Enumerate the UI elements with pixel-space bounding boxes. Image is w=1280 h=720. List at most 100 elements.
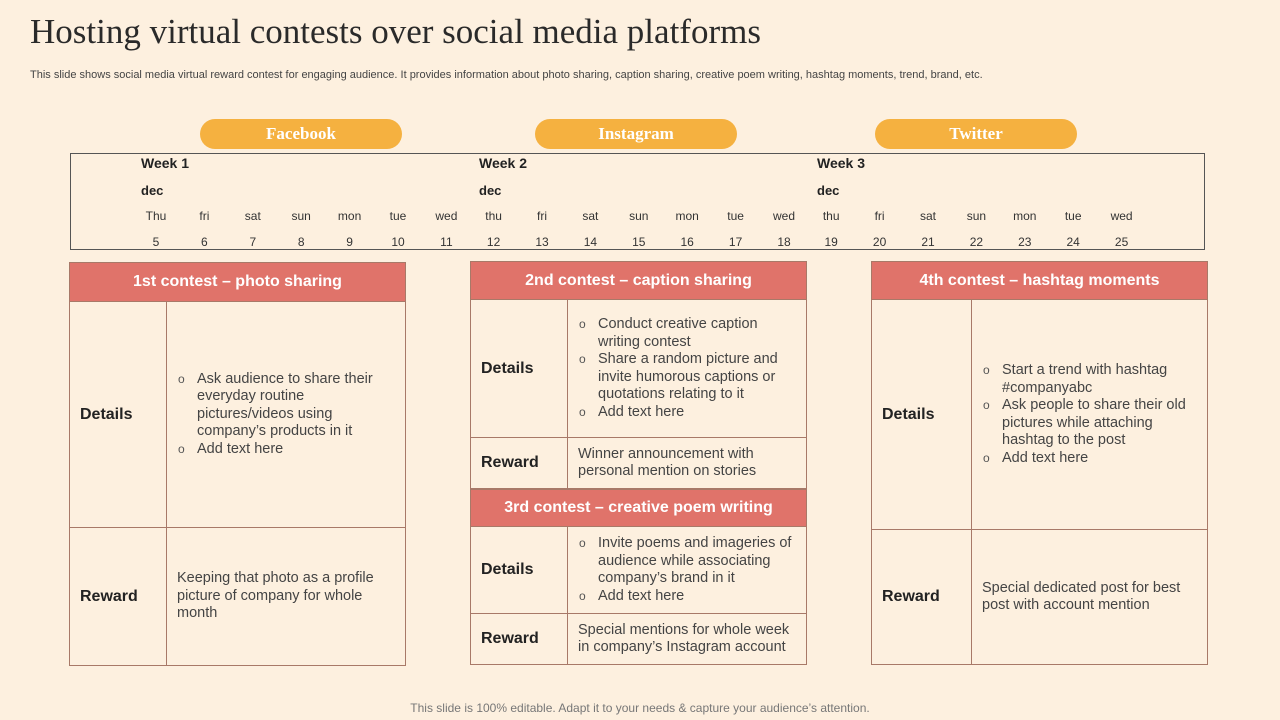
- reward-text: Special dedicated post for best post wit…: [982, 579, 1181, 614]
- reward-label: Reward: [471, 438, 568, 488]
- day-name: sat: [582, 209, 599, 223]
- day-number: 10: [391, 235, 405, 249]
- details-body: Start a trend with hashtag #companyabcAs…: [972, 300, 1207, 529]
- detail-bullet: Add text here: [578, 588, 792, 606]
- week-label: Week 2: [479, 155, 527, 171]
- detail-bullet: Ask audience to share their everyday rou…: [177, 371, 391, 441]
- platform-twitter: Twitter: [875, 119, 1077, 149]
- week-label: Week 3: [817, 155, 865, 171]
- day-number: 15: [632, 235, 646, 249]
- contest-card-caption-sharing: 2nd contest – caption sharing Details Co…: [470, 261, 807, 489]
- contest-card-poem-writing: 3rd contest – creative poem writing Deta…: [470, 489, 807, 665]
- calendar-strip: Week 1 dec Thu 5 fri 6 sat 7 sun 8 mon 9 tue 10 wed 11 W…: [70, 153, 1205, 250]
- details-row: Details Start a trend with hashtag #comp…: [872, 299, 1207, 529]
- day-name: thu: [822, 209, 840, 223]
- details-label: Details: [471, 527, 568, 613]
- details-label: Details: [70, 302, 167, 527]
- reward-text: Winner announcement with personal mentio…: [578, 445, 757, 480]
- reward-row: Reward Special dedicated post for best p…: [872, 529, 1207, 664]
- detail-bullet: Add text here: [982, 450, 1193, 468]
- detail-bullet: Share a random picture and invite humoro…: [578, 351, 792, 404]
- reward-row: Reward Special mentions for whole week i…: [471, 613, 806, 664]
- reward-text: Special mentions for whole week in compa…: [578, 621, 790, 656]
- reward-label: Reward: [872, 530, 972, 664]
- day-number: 9: [346, 235, 353, 249]
- details-label: Details: [872, 300, 972, 529]
- contest-title: 2nd contest – caption sharing: [471, 262, 806, 299]
- details-row: Details Ask audience to share their ever…: [70, 301, 405, 527]
- day-number: 17: [728, 235, 743, 249]
- detail-bullet: Start a trend with hashtag #companyabc: [982, 362, 1193, 397]
- details-body: Ask audience to share their everyday rou…: [167, 302, 405, 527]
- day-name: fri: [537, 209, 547, 223]
- day-number: 18: [777, 235, 791, 249]
- day-number: 16: [680, 235, 694, 249]
- detail-bullet: Ask people to share their old pictures w…: [982, 397, 1193, 450]
- platform-facebook: Facebook: [200, 119, 402, 149]
- details-body: Invite poems and imageries of audience w…: [568, 527, 806, 613]
- day-name: sun: [291, 209, 311, 223]
- day-name: thu: [485, 209, 502, 223]
- contest-title: 1st contest – photo sharing: [70, 263, 405, 301]
- details-row: Details Conduct creative caption writing…: [471, 299, 806, 437]
- reward-row: Reward Winner announcement with personal…: [471, 437, 806, 488]
- day-number: 5: [152, 235, 160, 249]
- day-number: 12: [486, 235, 501, 249]
- day-number: 24: [1066, 235, 1080, 249]
- day-number: 21: [921, 235, 935, 249]
- reward-label: Reward: [471, 614, 568, 664]
- day-name: wed: [435, 209, 458, 223]
- detail-bullet: Add text here: [177, 441, 391, 459]
- day-name: mon: [675, 209, 699, 223]
- contest-card-hashtag-moments: 4th contest – hashtag moments Details St…: [871, 261, 1208, 665]
- page-subtitle: This slide shows social media virtual re…: [30, 69, 983, 81]
- day-name: sat: [919, 209, 936, 223]
- month-label: dec: [141, 183, 164, 198]
- detail-bullet: Add text here: [578, 404, 792, 422]
- details-list: Conduct creative caption writing contest…: [578, 316, 792, 421]
- day-number: 25: [1114, 235, 1129, 249]
- page-title: Hosting virtual contests over social med…: [30, 12, 761, 51]
- detail-bullet: Invite poems and imageries of audience w…: [578, 535, 792, 588]
- day-number: 11: [440, 235, 453, 249]
- details-label: Details: [471, 300, 568, 437]
- day-number: 19: [824, 235, 838, 249]
- day-number: 13: [535, 235, 549, 249]
- contest-title: 3rd contest – creative poem writing: [471, 490, 806, 526]
- reward-text: Keeping that photo as a profile picture …: [177, 570, 374, 622]
- contest-card-photo-sharing: 1st contest – photo sharing Details Ask …: [69, 262, 406, 666]
- day-name: sat: [244, 209, 261, 223]
- details-list: Start a trend with hashtag #companyabcAs…: [982, 362, 1193, 467]
- day-number: 8: [297, 235, 305, 249]
- day-number: 14: [583, 235, 598, 249]
- details-body: Conduct creative caption writing contest…: [568, 300, 806, 437]
- day-name: fri: [199, 209, 210, 223]
- day-number: 23: [1018, 235, 1032, 249]
- day-name: tue: [389, 209, 407, 223]
- month-label: dec: [479, 183, 502, 198]
- reward-row: Reward Keeping that photo as a profile p…: [70, 527, 405, 665]
- day-name: tue: [727, 209, 744, 223]
- day-name: sun: [966, 209, 987, 223]
- day-name: mon: [337, 209, 362, 223]
- platform-instagram: Instagram: [535, 119, 737, 149]
- footer-note: This slide is 100% editable. Adapt it to…: [410, 701, 870, 715]
- details-list: Ask audience to share their everyday rou…: [177, 371, 391, 459]
- day-name: wed: [1110, 209, 1133, 223]
- day-name: tue: [1064, 209, 1082, 223]
- day-number: 7: [249, 235, 257, 249]
- contest-title: 4th contest – hashtag moments: [872, 262, 1207, 299]
- day-name: Thu: [145, 209, 167, 223]
- reward-label: Reward: [70, 528, 167, 665]
- detail-bullet: Conduct creative caption writing contest: [578, 316, 792, 351]
- details-list: Invite poems and imageries of audience w…: [578, 535, 792, 605]
- week-label: Week 1: [141, 155, 189, 171]
- day-name: wed: [772, 209, 795, 223]
- day-name: sun: [629, 209, 649, 223]
- day-number: 20: [872, 235, 887, 249]
- day-name: mon: [1013, 209, 1037, 223]
- month-label: dec: [817, 183, 840, 198]
- day-number: 6: [201, 235, 208, 249]
- day-name: fri: [874, 209, 885, 223]
- day-number: 22: [969, 235, 984, 249]
